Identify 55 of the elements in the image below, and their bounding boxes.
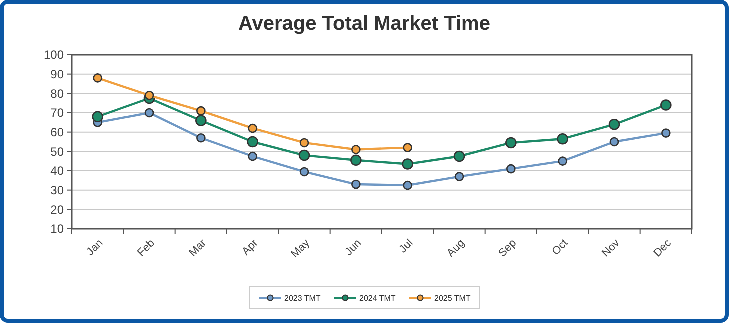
point <box>247 136 258 148</box>
x-tick-label: May <box>289 237 313 261</box>
y-tick-label: 10 <box>50 222 64 236</box>
x-tick-label: Dec <box>652 237 674 260</box>
x-tick-label: Sep <box>496 237 520 260</box>
point <box>662 128 671 138</box>
point <box>300 167 310 177</box>
x-tick-label: Jul <box>397 237 416 256</box>
x-tick-label: Aug <box>445 237 468 260</box>
x-tick-label: Nov <box>600 237 623 260</box>
y-tick-label: 70 <box>50 106 64 120</box>
point <box>350 154 362 166</box>
point <box>300 138 310 148</box>
y-tick-label: 60 <box>50 126 64 140</box>
point <box>196 106 206 116</box>
point <box>506 164 516 174</box>
point <box>403 143 412 152</box>
point <box>660 100 672 111</box>
point <box>248 152 258 162</box>
point <box>248 124 258 134</box>
point <box>610 137 620 147</box>
x-tick-label: Jun <box>342 237 364 258</box>
point <box>454 172 464 182</box>
point <box>144 108 154 118</box>
y-tick-label: 90 <box>50 68 64 82</box>
point <box>352 145 361 154</box>
x-tick-label: Mar <box>187 237 210 260</box>
y-tick-label: 30 <box>50 184 64 198</box>
x-tick-label: Apr <box>240 237 261 258</box>
x-tick-label: Feb <box>135 237 158 260</box>
point <box>608 118 620 130</box>
y-tick-label: 40 <box>50 164 64 178</box>
chart-title: Average Total Market Time <box>238 13 490 35</box>
point <box>92 111 104 123</box>
point <box>298 150 310 162</box>
y-tick-label: 80 <box>50 86 64 101</box>
legend-label: 2023 TMT <box>284 294 321 303</box>
point <box>352 180 361 190</box>
point <box>506 137 517 149</box>
point <box>403 180 412 190</box>
point <box>196 133 206 143</box>
point <box>93 74 102 83</box>
x-tick-label: Jan <box>84 237 106 258</box>
point <box>558 156 568 166</box>
legend-label: 2025 TMT <box>434 294 471 303</box>
y-tick-label: 50 <box>50 144 64 159</box>
y-tick-label: 100 <box>44 48 64 62</box>
point <box>144 90 154 100</box>
y-tick-label: 20 <box>50 202 64 217</box>
legend-label: 2024 TMT <box>360 294 396 303</box>
point <box>402 158 414 170</box>
point <box>557 133 568 145</box>
x-tick-label: Oct <box>550 237 571 258</box>
point <box>196 115 207 126</box>
point <box>454 150 466 162</box>
